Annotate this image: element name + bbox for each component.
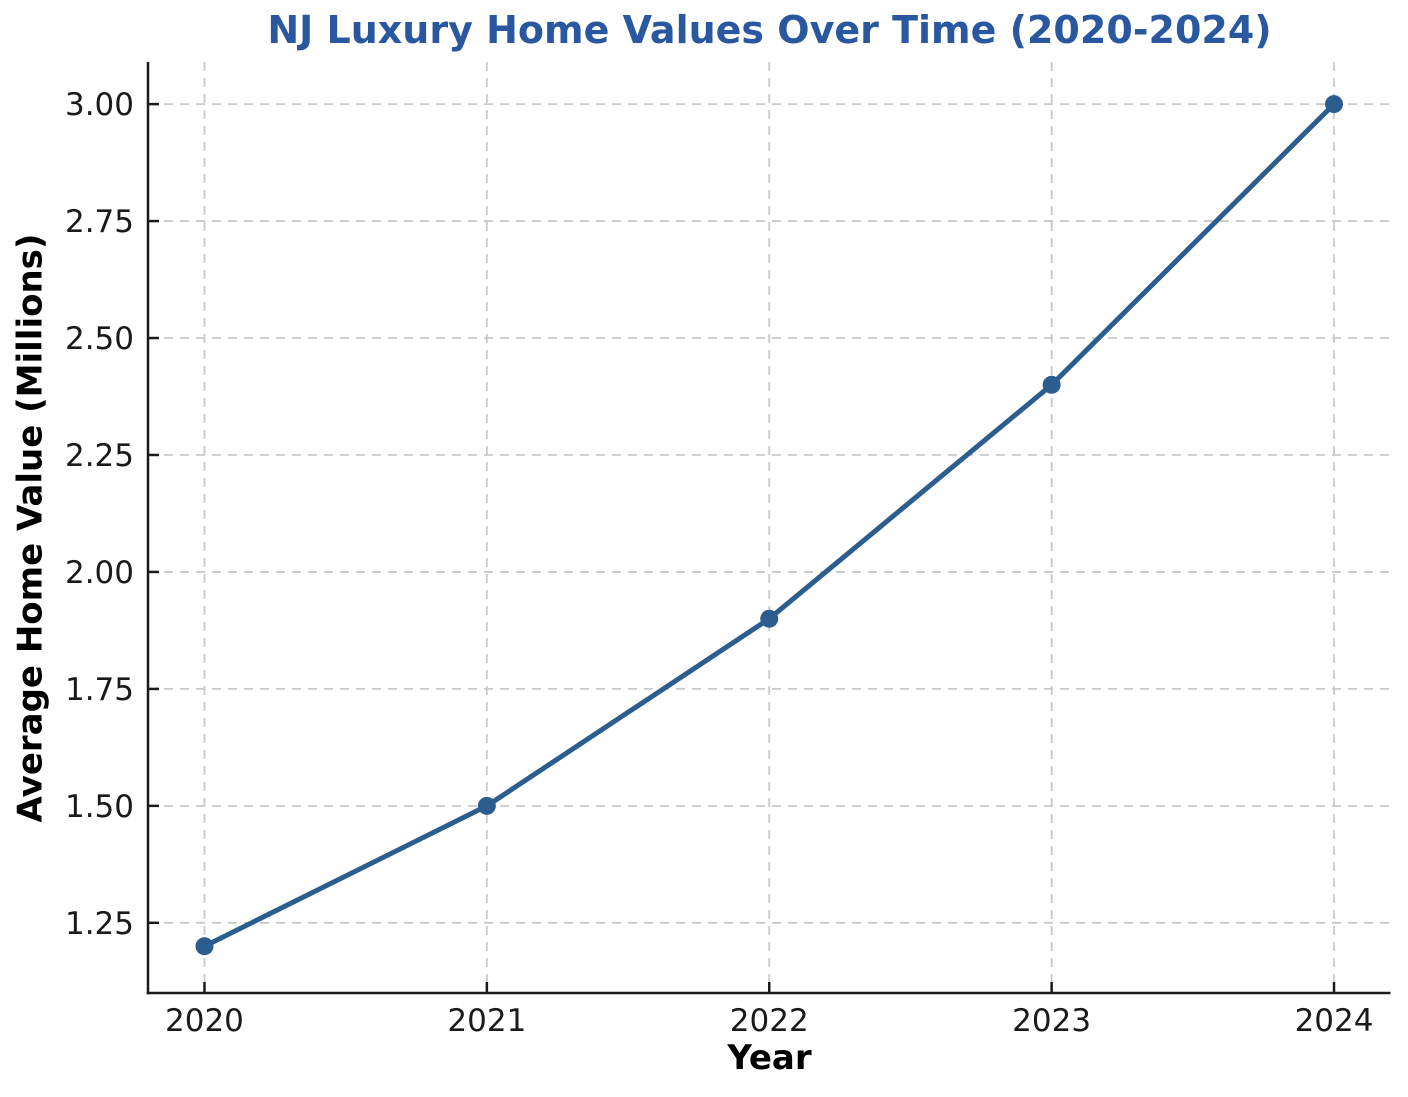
- y-tick-label: 2.75: [65, 204, 134, 240]
- y-tick-label: 3.00: [65, 87, 134, 123]
- x-tick-label: 2022: [730, 1003, 809, 1039]
- x-tick-label: 2023: [1012, 1003, 1091, 1039]
- data-point: [1325, 95, 1344, 114]
- y-tick-label: 2.00: [65, 555, 134, 591]
- y-tick-label: 1.25: [65, 906, 134, 942]
- y-tick-label: 2.25: [65, 438, 134, 474]
- data-point: [195, 937, 214, 956]
- data-point: [477, 796, 496, 815]
- y-tick-label: 1.75: [65, 672, 134, 708]
- x-tick-label: 2020: [165, 1003, 244, 1039]
- data-point: [760, 609, 779, 628]
- chart-title: NJ Luxury Home Values Over Time (2020-20…: [267, 8, 1272, 52]
- y-tick-label: 1.50: [65, 789, 134, 825]
- x-tick-label: 2024: [1295, 1003, 1374, 1039]
- data-point: [1042, 375, 1061, 394]
- y-tick-label: 2.50: [65, 321, 134, 357]
- x-axis-label: Year: [727, 1038, 812, 1078]
- x-tick-label: 2021: [447, 1003, 526, 1039]
